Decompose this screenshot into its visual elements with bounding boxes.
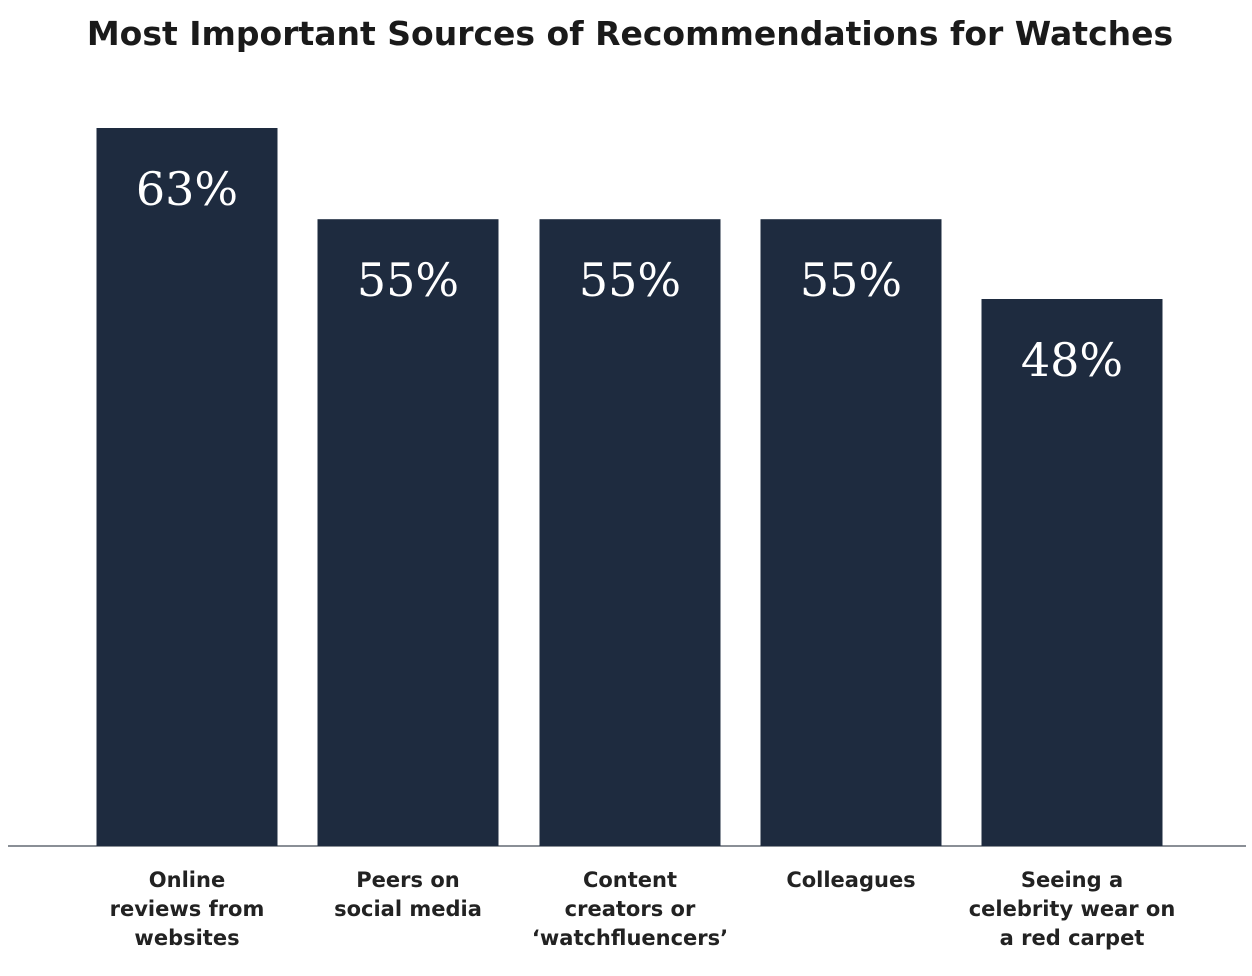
category-label-line: social media — [334, 897, 482, 921]
value-label-4: 55% — [800, 253, 902, 307]
value-label-2: 55% — [357, 253, 459, 307]
value-label-5: 48% — [1021, 333, 1123, 387]
value-label-1: 63% — [136, 162, 238, 216]
category-label-line: Online — [149, 868, 225, 892]
bars-group — [96, 128, 1163, 846]
bar-2 — [317, 219, 499, 846]
category-label-2: Peers on social media — [334, 868, 482, 921]
bar-3 — [539, 219, 721, 846]
category-label-line: websites — [134, 926, 239, 950]
category-label-line: Colleagues — [786, 868, 915, 892]
category-label-4: Colleagues — [786, 868, 915, 892]
bar-4 — [760, 219, 942, 846]
value-label-3: 55% — [579, 253, 681, 307]
category-label-line: reviews from — [110, 897, 265, 921]
category-label-line: celebrity wear on — [969, 897, 1176, 921]
category-label-line: creators or — [565, 897, 696, 921]
bar-5 — [981, 299, 1163, 846]
category-label-line: ‘watchfluencers’ — [532, 926, 728, 950]
category-label-3: Content creators or ‘watchfluencers’ — [532, 868, 728, 950]
category-label-1: Online reviews from websites — [110, 868, 265, 950]
chart-title: Most Important Sources of Recommendation… — [86, 14, 1174, 53]
bar-1 — [96, 128, 278, 846]
category-label-line: Peers on — [356, 868, 459, 892]
value-labels-group: 63% 55% 55% 55% 48% — [136, 162, 1123, 387]
category-label-line: Content — [583, 868, 677, 892]
category-label-line: Seeing a — [1021, 868, 1123, 892]
category-labels-group: Online reviews from websites Peers on social… — [110, 868, 1176, 950]
category-label-5: Seeing a celebrity wear on a red carpet — [969, 868, 1176, 950]
category-label-line: a red carpet — [1000, 926, 1145, 950]
